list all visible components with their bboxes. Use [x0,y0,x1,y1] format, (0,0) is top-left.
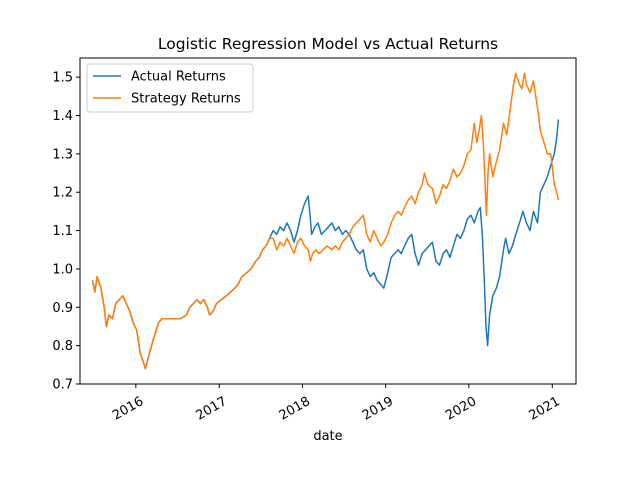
y-tick-label: 1.4 [52,109,73,124]
series-line-actual-returns [91,119,560,370]
legend: Actual Returns Strategy Returns [86,63,254,113]
y-tick-label: 1.0 [52,262,73,277]
x-axis-label: date [313,429,342,444]
y-tick-label: 0.9 [52,301,73,316]
plot-frame [79,57,577,385]
legend-frame [86,63,254,113]
x-axis: 2016 2017 2018 2019 2020 2021 [110,384,563,424]
y-tick-label: 1.3 [52,147,73,162]
y-tick-label: 1.5 [52,71,73,86]
legend-label-strategy-returns: Strategy Returns [131,92,241,107]
x-tick-label: 2021 [527,394,563,424]
y-axis: 0.7 0.8 0.9 1.0 1.1 1.2 1.3 1.4 1.5 [52,71,80,393]
x-tick-label: 2019 [360,394,396,424]
plot-lines [91,72,560,370]
x-tick-label: 2016 [110,394,146,424]
y-tick-label: 0.7 [52,378,73,393]
x-tick-label: 2018 [277,394,313,424]
y-tick-label: 0.8 [52,339,73,354]
x-tick-label: 2020 [443,394,479,424]
y-tick-label: 1.2 [52,186,73,201]
legend-label-actual-returns: Actual Returns [131,70,226,85]
y-tick-label: 1.1 [52,224,73,239]
x-tick-label: 2017 [194,394,230,424]
series-line-strategy-returns [91,72,560,370]
chart-title: Logistic Regression Model vs Actual Retu… [158,35,498,53]
